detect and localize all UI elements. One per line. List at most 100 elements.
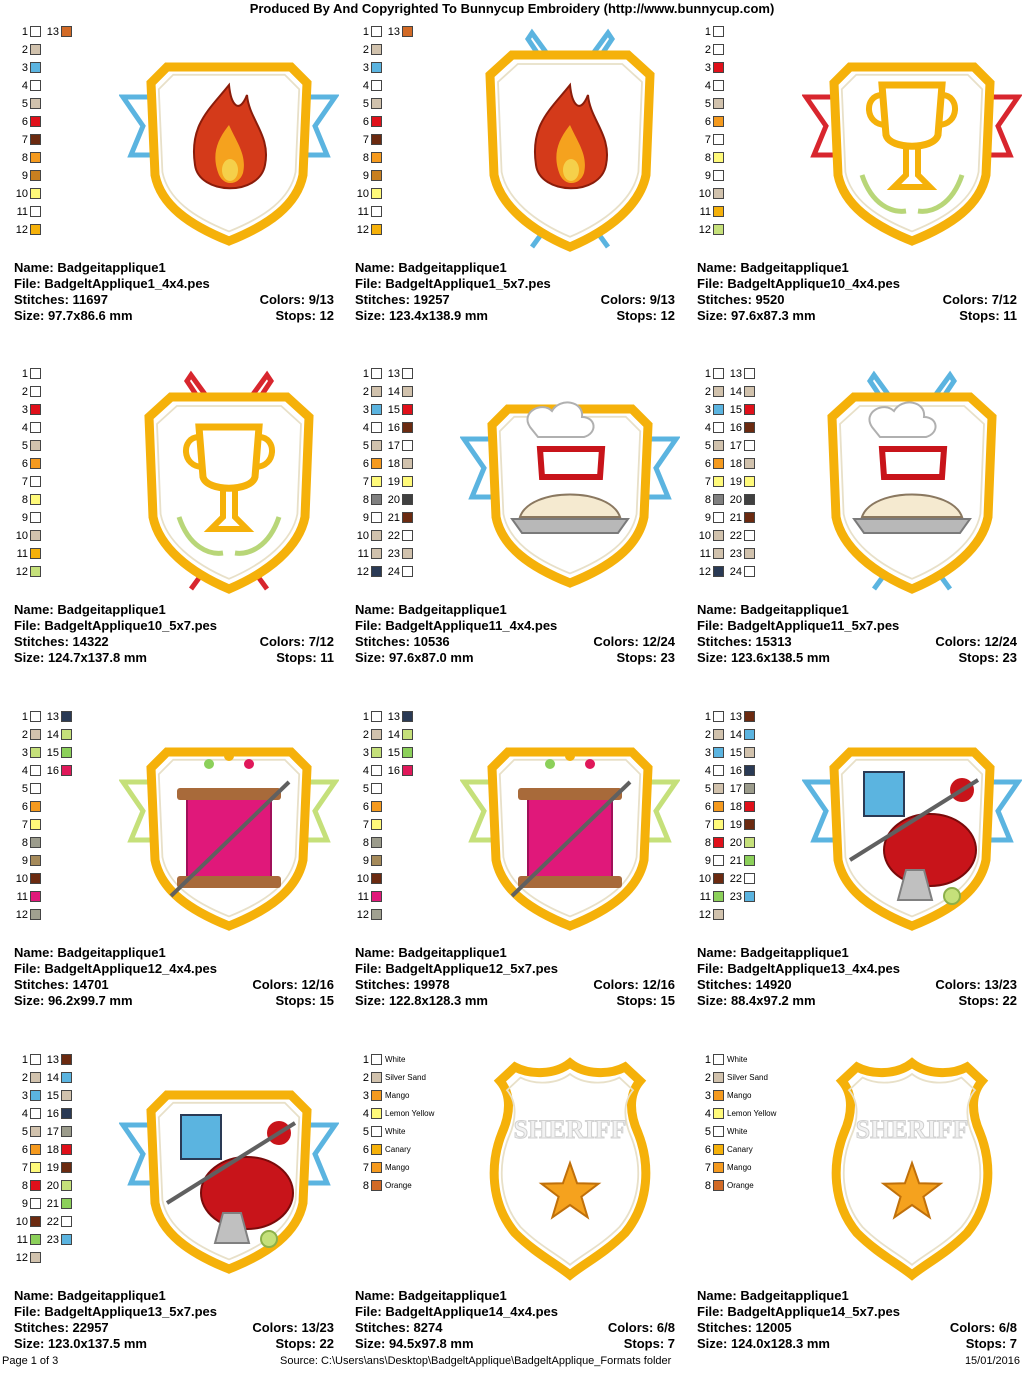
color-swatch: [402, 566, 413, 577]
thread-number: 12: [15, 1252, 28, 1264]
stop-count: Stops: 23: [958, 650, 1017, 665]
color-swatch: [744, 530, 755, 541]
color-swatch: [744, 711, 755, 722]
color-swatch: [30, 188, 41, 199]
thread-number: 2: [362, 1072, 369, 1084]
thread-number: 17: [729, 783, 742, 795]
source-path: Source: C:\Users\ans\Desktop\BadgeltAppl…: [280, 1355, 672, 1367]
color-count: Colors: 13/23: [252, 1320, 334, 1335]
file-name: File: BadgeltApplique1_4x4.pes: [14, 276, 210, 291]
stop-count: Stops: 15: [275, 993, 334, 1008]
stop-count: Stops: 15: [616, 993, 675, 1008]
color-swatch: [30, 1126, 41, 1137]
thread-number: 8: [21, 152, 28, 164]
thread-number: 19: [729, 819, 742, 831]
embroidery-preview: [485, 28, 655, 252]
color-swatch: [402, 530, 413, 541]
color-swatch: [744, 765, 755, 776]
color-swatch: [744, 873, 755, 884]
color-swatch: [744, 837, 755, 848]
color-swatch: [713, 855, 724, 866]
motif-trophy: [176, 423, 282, 556]
color-swatch: [61, 1234, 72, 1245]
color-swatch: [713, 386, 724, 397]
color-swatch: [713, 494, 724, 505]
color-swatch: [61, 747, 72, 758]
color-swatch: [371, 512, 382, 523]
color-swatch: [744, 729, 755, 740]
color-swatch: [30, 891, 41, 902]
stop-count: Stops: 7: [965, 1336, 1017, 1351]
file-name: File: BadgeltApplique13_4x4.pes: [697, 961, 901, 976]
thread-color-name: Silver Sand: [727, 1073, 768, 1082]
badge-shield: [827, 392, 997, 594]
thread-number: 5: [704, 1126, 711, 1138]
color-swatch: [713, 1090, 724, 1101]
design-info: Name: Badgeitapplique1 File: BadgeltAppli…: [355, 1288, 675, 1352]
thread-number: 2: [704, 1072, 711, 1084]
color-swatch: [744, 404, 755, 415]
thread-number: 15: [387, 404, 400, 416]
color-swatch: [30, 819, 41, 830]
thread-color-name: Lemon Yellow: [727, 1109, 777, 1118]
design-size: Size: 123.4x138.9 mm Stops: 12: [355, 308, 675, 323]
color-swatch: [371, 224, 382, 235]
color-swatch: [402, 26, 413, 37]
thread-number: 1: [21, 26, 28, 38]
color-swatch: [30, 206, 41, 217]
thread-number: 8: [362, 494, 369, 506]
thread-number: 3: [21, 747, 28, 759]
color-swatch: [371, 837, 382, 848]
thread-number: 10: [15, 188, 28, 200]
thread-number: 10: [15, 1216, 28, 1228]
design-info: Name: Badgeitapplique1 File: BadgeltAppli…: [14, 945, 334, 1009]
color-swatch: [371, 26, 382, 37]
stop-count: Stops: 23: [616, 650, 675, 665]
thread-number: 13: [729, 368, 742, 380]
color-swatch: [744, 548, 755, 559]
badge-inner-line: [498, 415, 642, 575]
design-info: Name: Badgeitapplique1 File: BadgeltAppli…: [14, 260, 334, 324]
thread-color-name: Orange: [727, 1181, 754, 1190]
color-swatch: [371, 440, 382, 451]
file-name: File: BadgeltApplique14_5x7.pes: [697, 1304, 901, 1319]
color-swatch: [61, 1144, 72, 1155]
thread-number: 14: [729, 386, 742, 398]
color-swatch: [713, 98, 724, 109]
thread-number: 6: [21, 458, 28, 470]
stitch-count: Stitches: 22957 Colors: 13/23: [14, 1320, 334, 1335]
color-swatch: [744, 368, 755, 379]
color-swatch: [713, 1126, 724, 1137]
thread-number: 1: [362, 368, 369, 380]
thread-number: 21: [729, 512, 742, 524]
thread-number: 10: [698, 188, 711, 200]
motif-sheriff: SHERIFF: [855, 1115, 969, 1220]
thread-number: 9: [704, 855, 711, 867]
thread-number: 7: [362, 819, 369, 831]
color-swatch: [744, 422, 755, 433]
badge-inner-line: [498, 758, 642, 918]
motif-pie: [510, 401, 630, 534]
thread-number: 2: [704, 386, 711, 398]
design-info: Name: Badgeitapplique1 File: BadgeltAppli…: [697, 1288, 1017, 1352]
thread-number: 3: [21, 1090, 28, 1102]
color-swatch: [30, 1180, 41, 1191]
thread-number: 6: [21, 1144, 28, 1156]
thread-number: 21: [46, 1198, 59, 1210]
badge-inner-line: [157, 73, 301, 233]
motif-spool: [510, 751, 632, 898]
stop-count: Stops: 12: [275, 308, 334, 323]
thread-number: 4: [704, 1108, 711, 1120]
color-swatch: [371, 711, 382, 722]
color-swatch: [744, 494, 755, 505]
color-swatch: [30, 476, 41, 487]
thread-number: 6: [362, 1144, 369, 1156]
color-swatch: [713, 747, 724, 758]
sheriff-text: SHERIFF: [514, 1115, 627, 1144]
badge-inner-line: [840, 73, 984, 233]
color-swatch: [30, 1216, 41, 1227]
color-swatch: [713, 26, 724, 37]
color-swatch: [371, 783, 382, 794]
thread-number: 6: [362, 116, 369, 128]
design-info: Name: Badgeitapplique1 File: BadgeltAppli…: [14, 602, 334, 666]
